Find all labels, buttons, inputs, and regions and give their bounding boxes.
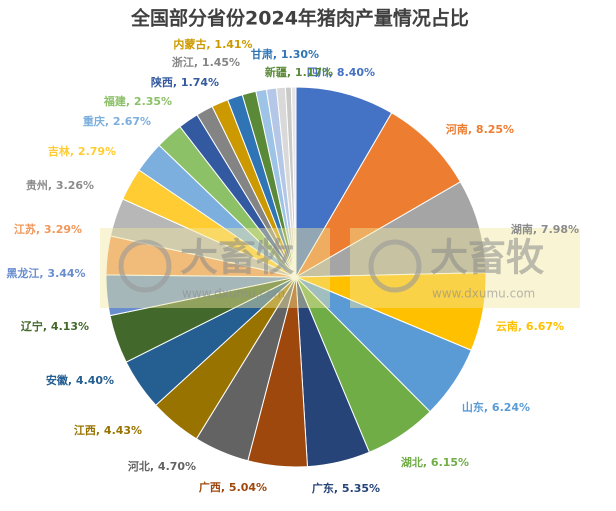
data-label: 安徽, 4.40% xyxy=(46,373,114,387)
pie-slice xyxy=(290,86,297,278)
data-label: 内蒙古, 1.41% xyxy=(173,37,252,51)
chart-title: 全国部分省份2024年猪肉产量情况占比 xyxy=(130,7,469,30)
watermark-logo xyxy=(368,239,422,293)
data-label: 湖南, 7.98% xyxy=(511,222,579,236)
watermark-url: www.dxumu.com xyxy=(432,287,535,301)
data-label: 重庆, 2.67% xyxy=(83,114,151,128)
data-label: 甘肃, 1.30% xyxy=(251,47,319,61)
data-label: 广西, 5.04% xyxy=(199,480,267,494)
watermark-url: www.dxumu.com xyxy=(182,287,285,301)
data-label: 陕西, 1.74% xyxy=(151,75,219,89)
data-label: 湖北, 6.15% xyxy=(401,455,469,469)
data-label: 山东, 6.24% xyxy=(462,400,530,414)
pie-slice xyxy=(294,112,462,279)
watermark-logo xyxy=(118,239,172,293)
data-label: 浙江, 1.45% xyxy=(172,55,240,69)
data-label: 吉林, 2.79% xyxy=(48,144,116,158)
data-label: 河南, 8.25% xyxy=(446,122,514,136)
data-label: 新疆, 1.17% xyxy=(265,65,333,79)
watermark-text: 大畜牧 xyxy=(430,236,545,280)
watermark-text: 大畜牧 xyxy=(180,236,295,280)
data-label: 云南, 6.67% xyxy=(496,319,564,333)
pie-slice xyxy=(295,86,393,279)
data-label: 河北, 4.70% xyxy=(128,459,196,473)
data-label: 贵州, 3.26% xyxy=(26,178,94,192)
data-label: 江西, 4.43% xyxy=(74,423,142,437)
data-label: 黑龙江, 3.44% xyxy=(6,266,85,280)
data-label: 福建, 2.35% xyxy=(103,94,172,108)
data-label: 辽宁, 4.13% xyxy=(21,319,89,333)
data-label: 江苏, 3.29% xyxy=(14,222,82,236)
data-label: 四川, 8.40% xyxy=(307,66,375,79)
pie-slice xyxy=(295,181,487,278)
data-label: 广东, 5.35% xyxy=(312,481,380,495)
